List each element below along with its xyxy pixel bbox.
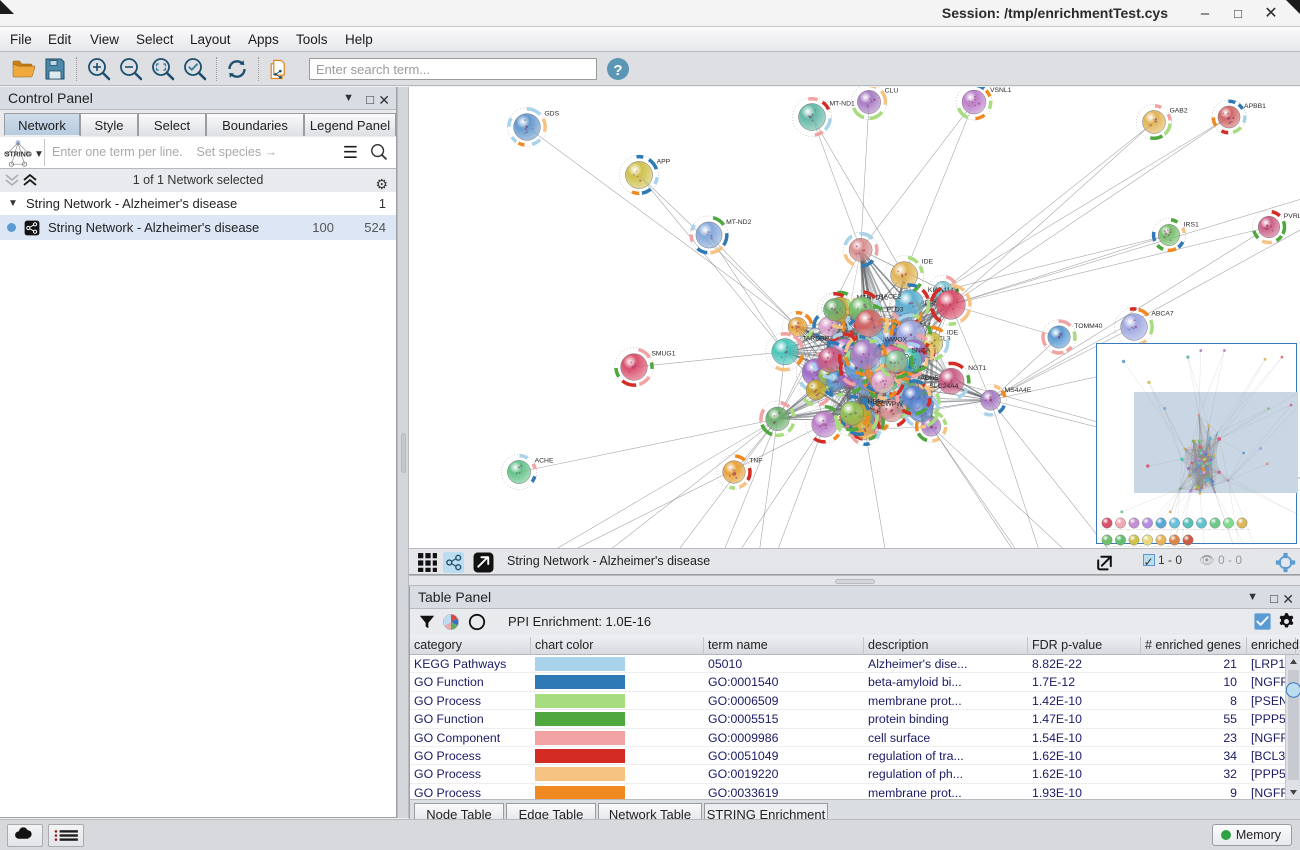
svg-text:STRING: STRING	[5, 152, 32, 159]
svg-text:TARDBP: TARDBP	[802, 336, 830, 343]
svg-text:BACE2: BACE2	[879, 294, 902, 301]
svg-text:ABCA7: ABCA7	[1151, 311, 1174, 318]
svg-text:ADH5: ADH5	[920, 375, 938, 382]
svg-text:CLU: CLU	[885, 87, 899, 94]
svg-text:IDE: IDE	[947, 329, 959, 336]
svg-text:APBB1: APBB1	[1244, 103, 1266, 110]
svg-text:MS4A4E: MS4A4E	[1005, 387, 1032, 394]
svg-text:PVRL2: PVRL2	[1284, 213, 1300, 220]
svg-text:IDE: IDE	[922, 259, 934, 266]
svg-text:GDS: GDS	[544, 111, 559, 118]
svg-text:SLC24A4: SLC24A4	[929, 383, 958, 390]
svg-text:TNF: TNF	[749, 458, 762, 465]
svg-text:GAB2: GAB2	[1169, 108, 1187, 115]
svg-text:APP: APP	[657, 158, 671, 165]
svg-text:IRS1: IRS1	[1184, 221, 1199, 228]
svg-text:MT-ND1: MT-ND1	[829, 101, 855, 108]
svg-text:SNCA: SNCA	[911, 347, 930, 354]
svg-text:NGT1: NGT1	[968, 365, 986, 372]
svg-text:WWOX: WWOX	[884, 337, 907, 344]
svg-text:ACHE: ACHE	[535, 457, 554, 464]
svg-text:MT-ND2: MT-ND2	[726, 219, 752, 226]
svg-text:PLD3: PLD3	[887, 307, 904, 314]
svg-text:VSNL1: VSNL1	[990, 87, 1012, 94]
svg-text:SMUG1: SMUG1	[651, 351, 675, 358]
svg-text:?: ?	[613, 62, 622, 79]
svg-text:TOMM40: TOMM40	[1074, 323, 1102, 330]
